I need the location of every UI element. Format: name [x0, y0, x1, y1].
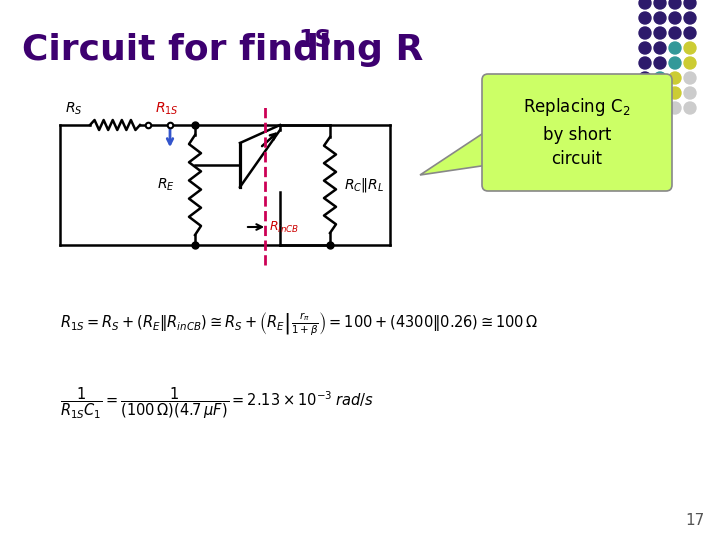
Text: Replacing C$_2$
by short
circuit: Replacing C$_2$ by short circuit — [523, 97, 631, 168]
Circle shape — [669, 72, 681, 84]
FancyBboxPatch shape — [482, 74, 672, 191]
Circle shape — [654, 72, 666, 84]
Circle shape — [654, 87, 666, 99]
Text: $R_S$: $R_S$ — [65, 100, 83, 117]
Circle shape — [639, 0, 651, 9]
Circle shape — [639, 57, 651, 69]
Circle shape — [669, 87, 681, 99]
Circle shape — [684, 0, 696, 9]
Text: $R_{1S} = R_S + \left(R_E \| R_{inCB}\right) \cong R_S + \left( R_E \left| \frac: $R_{1S} = R_S + \left(R_E \| R_{inCB}\ri… — [60, 310, 538, 338]
Circle shape — [639, 12, 651, 24]
Text: Circuit for finding R: Circuit for finding R — [22, 33, 423, 67]
Circle shape — [684, 87, 696, 99]
Circle shape — [684, 72, 696, 84]
Circle shape — [669, 12, 681, 24]
Text: 17: 17 — [685, 513, 705, 528]
Circle shape — [654, 12, 666, 24]
Circle shape — [639, 72, 651, 84]
Text: $R_E$: $R_E$ — [157, 177, 175, 193]
Polygon shape — [420, 130, 488, 175]
Circle shape — [654, 27, 666, 39]
Circle shape — [684, 57, 696, 69]
Text: $R_C \| R_L$: $R_C \| R_L$ — [344, 176, 384, 194]
Circle shape — [654, 0, 666, 9]
Text: $\dfrac{1}{R_{1S}C_1} = \dfrac{1}{\left(100\,\Omega\right)\left(4.7\,\mu F\right: $\dfrac{1}{R_{1S}C_1} = \dfrac{1}{\left(… — [60, 385, 374, 421]
Circle shape — [669, 102, 681, 114]
Circle shape — [654, 57, 666, 69]
Circle shape — [654, 42, 666, 54]
Circle shape — [684, 27, 696, 39]
Circle shape — [684, 12, 696, 24]
Circle shape — [669, 27, 681, 39]
Circle shape — [684, 42, 696, 54]
Text: 1S: 1S — [298, 28, 331, 52]
Circle shape — [639, 27, 651, 39]
Circle shape — [669, 57, 681, 69]
Circle shape — [669, 42, 681, 54]
Circle shape — [669, 0, 681, 9]
Text: $R_{inCB}$: $R_{inCB}$ — [269, 219, 300, 234]
Text: $R_{1S}$: $R_{1S}$ — [155, 100, 179, 117]
Circle shape — [639, 42, 651, 54]
Circle shape — [684, 102, 696, 114]
